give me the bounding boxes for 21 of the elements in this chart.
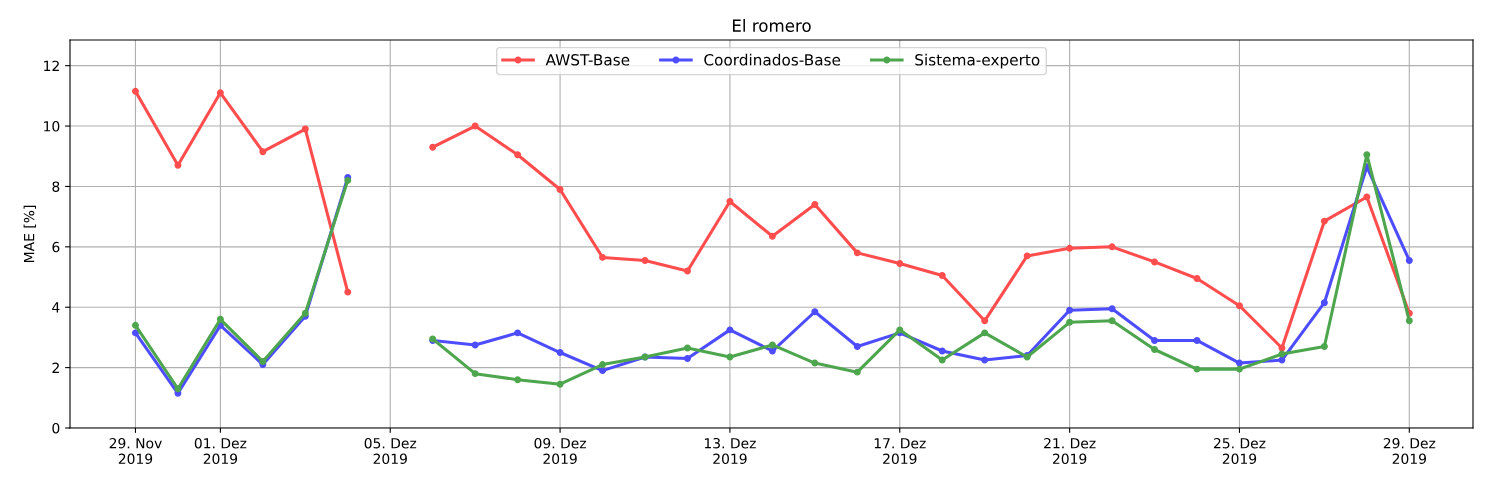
x-tick-label: 29. Dez 2019 (1383, 437, 1436, 465)
legend-label: Sistema-experto (915, 53, 1040, 69)
y-axis-title: MAE [%] (23, 205, 36, 262)
y-tick-label: 6 (52, 241, 60, 253)
y-tick-label: 8 (52, 181, 60, 192)
y-tick-label: 12 (44, 60, 59, 71)
y-tick-label: 4 (52, 302, 60, 313)
x-tick-label: 09. Dez 2019 (534, 437, 586, 465)
x-tick-label: 01. Dez 2019 (194, 437, 247, 465)
chart-title: El romero (732, 19, 811, 32)
y-tick-label: 10 (44, 121, 60, 132)
legend-label: AWST-Base (545, 54, 630, 66)
x-tick-label: 25. Dez 2019 (1213, 437, 1266, 465)
x-tick-label: 21. Dez 2019 (1044, 437, 1096, 465)
x-tick-label: 05. Dez 2019 (364, 437, 417, 465)
x-tick-label: 13. Dez 2019 (704, 437, 756, 465)
x-tick-label: 29. Nov 2019 (109, 437, 162, 465)
x-tick-label: 17. Dez 2019 (874, 438, 926, 465)
legend-label: Coordinados-Base (704, 53, 841, 66)
y-tick-label: 0 (52, 422, 60, 434)
y-tick-label: 2 (52, 362, 59, 373)
